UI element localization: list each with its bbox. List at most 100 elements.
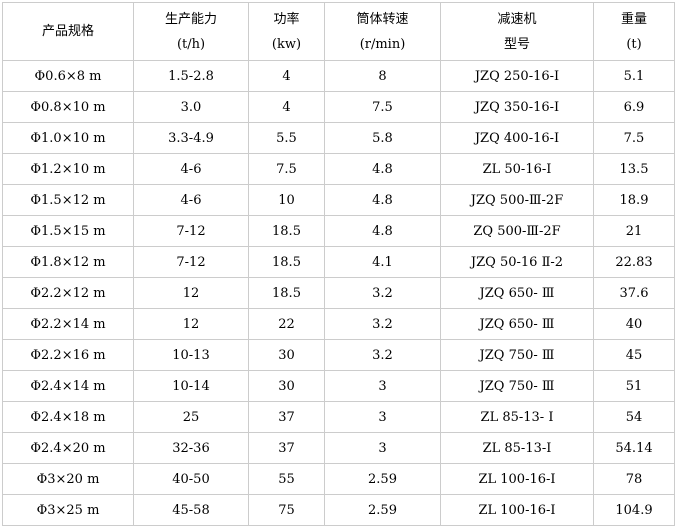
table-row: Φ0.8×10 m 3.0 4 7.5 JZQ 350-16-Ⅰ 6.9 — [2, 91, 675, 123]
header-unit: (t) — [626, 36, 642, 52]
cell-weight: 13.5 — [593, 153, 675, 185]
cell-speed: 4.8 — [324, 184, 441, 216]
cell-reducer: JZQ 650- Ⅲ — [440, 277, 594, 309]
cell-speed: 4.8 — [324, 215, 441, 247]
cell-spec: Φ0.8×10 m — [2, 91, 134, 123]
cell-spec: Φ2.4×18 m — [2, 401, 134, 433]
cell-power: 4 — [248, 60, 325, 92]
cell-reducer: ZL 85-13-Ⅰ — [440, 432, 594, 464]
cell-spec: Φ2.2×14 m — [2, 308, 134, 340]
cell-capacity: 40-50 — [133, 463, 249, 495]
header-title: 功率 — [273, 11, 300, 27]
header-title: 产品规格 — [41, 24, 94, 39]
cell-speed: 5.8 — [324, 122, 441, 154]
cell-capacity: 3.0 — [133, 91, 249, 123]
cell-speed: 7.5 — [324, 91, 441, 123]
cell-speed: 3 — [324, 370, 441, 402]
cell-weight: 54 — [593, 401, 675, 433]
cell-weight: 45 — [593, 339, 675, 371]
header-title: 筒体转速 — [356, 11, 409, 27]
header-row: 产品规格 生产能力 (t/h) 功率 (kw) 筒体转速 (r/min) 减速机… — [2, 2, 675, 61]
cell-speed: 3.2 — [324, 308, 441, 340]
cell-reducer: JZQ 400-16-Ⅰ — [440, 122, 594, 154]
table-row: Φ1.5×15 m 7-12 18.5 4.8 ZQ 500-Ⅲ-2F 21 — [2, 215, 675, 247]
cell-spec: Φ2.4×14 m — [2, 370, 134, 402]
table-row: Φ2.4×18 m 25 37 3 ZL 85-13- Ⅰ 54 — [2, 401, 675, 433]
header-unit: 型号 — [503, 36, 530, 52]
cell-capacity: 1.5-2.8 — [133, 60, 249, 92]
cell-spec: Φ1.5×12 m — [2, 184, 134, 216]
cell-speed: 3.2 — [324, 339, 441, 371]
cell-speed: 2.59 — [324, 463, 441, 495]
cell-spec: Φ2.2×12 m — [2, 277, 134, 309]
cell-weight: 5.1 — [593, 60, 675, 92]
cell-speed: 2.59 — [324, 494, 441, 526]
cell-capacity: 7-12 — [133, 215, 249, 247]
cell-weight: 37.6 — [593, 277, 675, 309]
table-row: Φ1.5×12 m 4-6 10 4.8 JZQ 500-Ⅲ-2F 18.9 — [2, 184, 675, 216]
cell-spec: Φ2.2×16 m — [2, 339, 134, 371]
cell-capacity: 12 — [133, 277, 249, 309]
header-title: 减速机 — [497, 11, 537, 27]
cell-weight: 18.9 — [593, 184, 675, 216]
cell-spec: Φ3×20 m — [2, 463, 134, 495]
cell-reducer: ZL 85-13- Ⅰ — [440, 401, 594, 433]
cell-capacity: 12 — [133, 308, 249, 340]
cell-power: 22 — [248, 308, 325, 340]
cell-reducer: JZQ 350-16-Ⅰ — [440, 91, 594, 123]
table-row: Φ1.2×10 m 4-6 7.5 4.8 ZL 50-16-Ⅰ 13.5 — [2, 153, 675, 185]
cell-weight: 7.5 — [593, 122, 675, 154]
cell-weight: 78 — [593, 463, 675, 495]
table-row: Φ2.2×16 m 10-13 30 3.2 JZQ 750- Ⅲ 45 — [2, 339, 675, 371]
header-product-spec: 产品规格 — [2, 2, 134, 61]
cell-speed: 3.2 — [324, 277, 441, 309]
header-title: 重量 — [620, 11, 647, 27]
cell-capacity: 7-12 — [133, 246, 249, 278]
header-rotation-speed: 筒体转速 (r/min) — [324, 2, 441, 61]
cell-reducer: JZQ 50-16 Ⅱ-2 — [440, 246, 594, 278]
header-weight: 重量 (t) — [593, 2, 675, 61]
cell-weight: 22.83 — [593, 246, 675, 278]
header-reducer-model: 减速机 型号 — [440, 2, 594, 61]
cell-capacity: 25 — [133, 401, 249, 433]
cell-speed: 8 — [324, 60, 441, 92]
header-power: 功率 (kw) — [248, 2, 325, 61]
cell-spec: Φ1.0×10 m — [2, 122, 134, 154]
cell-speed: 3 — [324, 401, 441, 433]
cell-speed: 4.8 — [324, 153, 441, 185]
cell-power: 30 — [248, 339, 325, 371]
cell-capacity: 10-13 — [133, 339, 249, 371]
cell-capacity: 10-14 — [133, 370, 249, 402]
cell-reducer: JZQ 650- Ⅲ — [440, 308, 594, 340]
cell-power: 18.5 — [248, 246, 325, 278]
cell-weight: 51 — [593, 370, 675, 402]
cell-weight: 104.9 — [593, 494, 675, 526]
cell-power: 55 — [248, 463, 325, 495]
cell-power: 18.5 — [248, 277, 325, 309]
cell-spec: Φ0.6×8 m — [2, 60, 134, 92]
cell-power: 37 — [248, 432, 325, 464]
cell-power: 4 — [248, 91, 325, 123]
table-body: Φ0.6×8 m 1.5-2.8 4 8 JZQ 250-16-Ⅰ 5.1 Φ0.8×10 … — [2, 60, 675, 526]
cell-power: 5.5 — [248, 122, 325, 154]
table-row: Φ2.2×14 m 12 22 3.2 JZQ 650- Ⅲ 40 — [2, 308, 675, 340]
table-header: 产品规格 生产能力 (t/h) 功率 (kw) 筒体转速 (r/min) 减速机… — [2, 2, 675, 61]
cell-speed: 3 — [324, 432, 441, 464]
cell-capacity: 4-6 — [133, 153, 249, 185]
cell-capacity: 32-36 — [133, 432, 249, 464]
cell-power: 30 — [248, 370, 325, 402]
cell-weight: 54.14 — [593, 432, 675, 464]
cell-capacity: 4-6 — [133, 184, 249, 216]
cell-reducer: JZQ 250-16-Ⅰ — [440, 60, 594, 92]
cell-reducer: JZQ 500-Ⅲ-2F — [440, 184, 594, 216]
cell-spec: Φ2.4×20 m — [2, 432, 134, 464]
cell-power: 37 — [248, 401, 325, 433]
cell-power: 75 — [248, 494, 325, 526]
table-row: Φ2.4×14 m 10-14 30 3 JZQ 750- Ⅲ 51 — [2, 370, 675, 402]
cell-spec: Φ1.8×12 m — [2, 246, 134, 278]
cell-spec: Φ1.2×10 m — [2, 153, 134, 185]
cell-weight: 6.9 — [593, 91, 675, 123]
cell-reducer: JZQ 750- Ⅲ — [440, 339, 594, 371]
